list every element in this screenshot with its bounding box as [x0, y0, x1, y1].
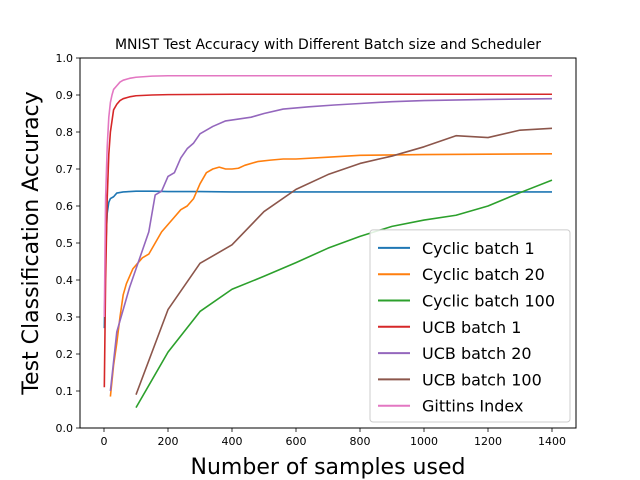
- x-axis-label: Number of samples used: [191, 455, 466, 480]
- y-tick-label: 0.1: [56, 385, 74, 398]
- legend: Cyclic batch 1 Cyclic batch 20 Cyclic batc…: [369, 229, 571, 423]
- x-tick-label: 600: [286, 435, 307, 448]
- chart-title: MNIST Test Accuracy with Different Batch…: [115, 37, 541, 53]
- x-tick-label: 800: [350, 435, 371, 448]
- series-line-cyclic-batch-1: [103, 190, 552, 329]
- series-line-ucb-batch-20: [109, 97, 553, 392]
- legend-entry: Gittins Index: [422, 397, 523, 416]
- y-axis: 0.0 0.1 0.2 0.3 0.4 0.5 0.6 0.7 0.8 0.9 1.0: [56, 52, 80, 435]
- y-axis-label: Test Classification Accuracy: [19, 91, 44, 395]
- series-line-cyclic-batch-20: [109, 153, 553, 397]
- x-axis: 0 200 400 600 800 1000 1200 1400: [101, 428, 566, 448]
- series-line-cyclic-batch-100: [135, 179, 553, 409]
- y-tick-label: 0.5: [56, 237, 74, 250]
- legend-entry: UCB batch 1: [422, 318, 521, 337]
- y-tick-label: 0.7: [56, 163, 74, 176]
- x-tick-label: 1200: [474, 435, 502, 448]
- y-tick-label: 0.2: [56, 348, 74, 361]
- legend-entry: Cyclic batch 20: [422, 265, 545, 284]
- y-tick-label: 0.4: [56, 274, 74, 287]
- series-line-gittins-index: [103, 74, 552, 318]
- x-tick-label: 200: [158, 435, 179, 448]
- legend-box: [369, 229, 571, 423]
- series-lines: [103, 74, 553, 409]
- x-tick-label: 1000: [410, 435, 438, 448]
- legend-entry: Cyclic batch 100: [422, 292, 555, 311]
- y-tick-label: 0.3: [56, 311, 74, 324]
- legend-entry: UCB batch 20: [422, 344, 532, 363]
- x-tick-label: 0: [101, 435, 108, 448]
- series-line-ucb-batch-100: [135, 127, 553, 395]
- series-line-ucb-batch-1: [103, 93, 552, 388]
- x-tick-label: 1400: [538, 435, 566, 448]
- y-tick-label: 0.9: [56, 89, 74, 102]
- x-tick-label: 400: [222, 435, 243, 448]
- y-tick-label: 0.6: [56, 200, 74, 213]
- y-tick-label: 0.0: [56, 422, 74, 435]
- y-tick-label: 1.0: [56, 52, 74, 65]
- y-tick-label: 0.8: [56, 126, 74, 139]
- legend-entry: UCB batch 100: [422, 370, 542, 389]
- legend-entry: Cyclic batch 1: [422, 239, 535, 258]
